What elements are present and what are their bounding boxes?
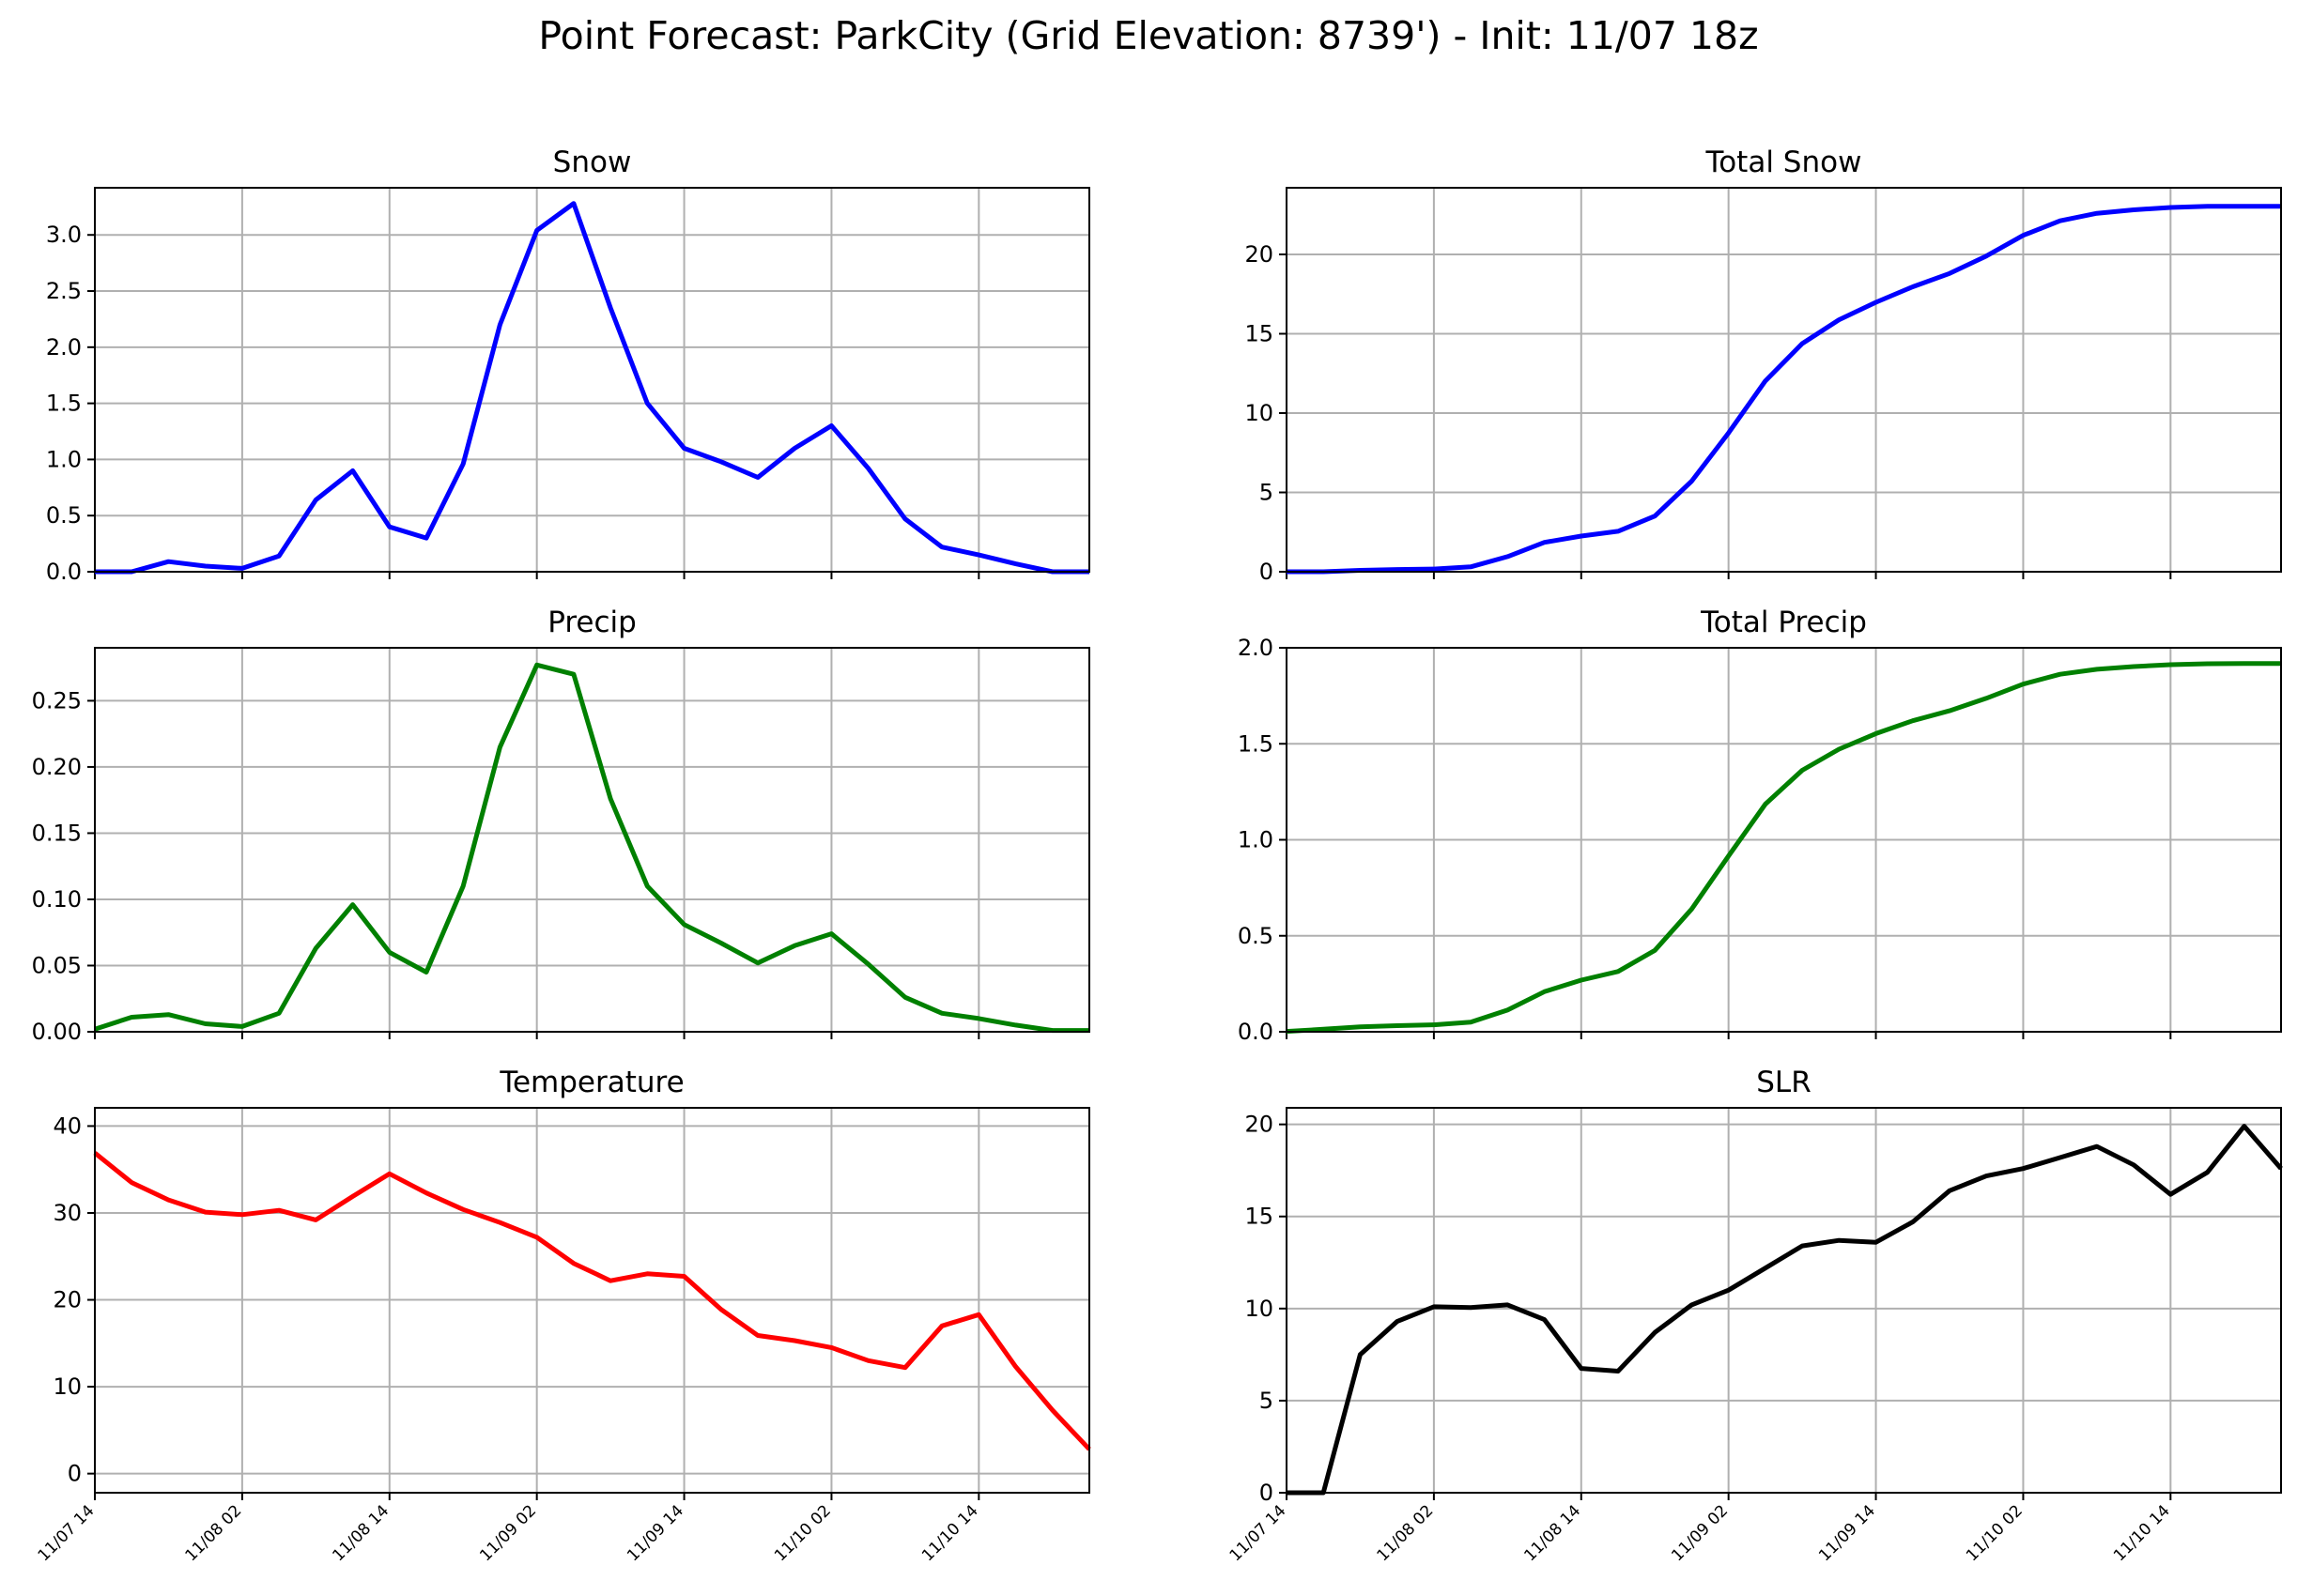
- slr-title: SLR: [1756, 1066, 1811, 1099]
- x-tick-label: 11/08 14: [1520, 1501, 1584, 1565]
- x-tick-label: 11/10 14: [2110, 1501, 2174, 1565]
- y-tick-label: 0.0: [46, 559, 82, 585]
- snow-line: [95, 201, 1089, 575]
- y-tick-label: 3.0: [46, 222, 82, 248]
- y-tick-label: 2.0: [46, 334, 82, 361]
- temperature-panel: 0 10 20 30 40 Temperature 11/07 14 11/08 02 11/0…: [35, 1066, 1091, 1565]
- y-tick-label: 0.5: [1238, 923, 1273, 949]
- y-tick-label: 0.5: [46, 502, 82, 529]
- y-tick-label: 15: [1244, 1204, 1273, 1230]
- precip-title: Precip: [547, 606, 637, 639]
- x-tick-label: 11/09 02: [1668, 1501, 1732, 1565]
- y-tick-label: 1.0: [1238, 827, 1273, 853]
- y-tick-label: 0.15: [32, 820, 82, 846]
- plot-frame: [1286, 1107, 2282, 1494]
- y-tick-label: 1.0: [46, 446, 82, 472]
- plot-frame: [94, 1107, 1090, 1494]
- y-tick-label: 20: [1244, 241, 1273, 268]
- plot-frame: [1286, 647, 2282, 1033]
- y-tick-label: 0.00: [32, 1019, 82, 1045]
- y-tick-label: 0: [1259, 1480, 1273, 1506]
- x-tick-label: 11/08 02: [1374, 1501, 1438, 1565]
- total-precip-panel: 0.0 0.5 1.0 1.5 2.0 Total Precip: [1238, 606, 2282, 1045]
- total-snow-panel: 0 5 10 15 20 Total Snow: [1244, 146, 2282, 585]
- precip-panel: 0.00 0.05 0.10 0.15 0.20 0.25 Precip: [32, 606, 1090, 1045]
- x-tick-label: 11/08 02: [182, 1501, 246, 1565]
- y-tick-label: 1.5: [46, 391, 82, 417]
- y-tick-label: 15: [1244, 320, 1273, 346]
- figure-title: Point Forecast: ParkCity (Grid Elevation…: [538, 13, 1758, 58]
- x-tick-label: 11/09 14: [624, 1501, 687, 1565]
- y-tick-label: 30: [53, 1200, 82, 1226]
- y-tick-label: 0: [1259, 559, 1273, 585]
- y-tick-label: 0: [68, 1461, 82, 1487]
- x-tick-label: 11/09 02: [476, 1501, 540, 1565]
- total-precip-line: [1286, 661, 2281, 1035]
- x-tick-label: 11/10 02: [771, 1501, 835, 1565]
- y-tick-label: 40: [53, 1113, 82, 1139]
- y-tick-label: 0.20: [32, 754, 82, 780]
- y-tick-label: 0.25: [32, 687, 82, 714]
- y-tick-label: 5: [1259, 479, 1273, 505]
- x-tick-label: 11/07 14: [1226, 1501, 1290, 1565]
- x-tick-label: 11/09 14: [1815, 1501, 1879, 1565]
- y-tick-label: 1.5: [1238, 730, 1273, 757]
- y-tick-label: 2.0: [1238, 635, 1273, 661]
- y-tick-label: 20: [1244, 1112, 1273, 1138]
- total-snow-title: Total Snow: [1705, 146, 1862, 179]
- plot-frame: [94, 647, 1090, 1033]
- slr-line: [1287, 1124, 2283, 1496]
- y-tick-label: 0.05: [32, 952, 82, 978]
- plot-frame: [1286, 187, 2282, 573]
- y-tick-label: 0.0: [1238, 1019, 1273, 1045]
- y-tick-label: 10: [1244, 1296, 1273, 1322]
- temperature-title: Temperature: [499, 1066, 684, 1099]
- temperature-line: [93, 1151, 1091, 1451]
- y-tick-label: 10: [53, 1373, 82, 1400]
- x-tick-label: 11/10 02: [1963, 1501, 2027, 1565]
- x-tick-label: 11/10 14: [918, 1501, 982, 1565]
- y-tick-label: 2.5: [46, 278, 82, 304]
- slr-panel: 0 5 10 15 20 SLR 11/07 14 11/08 02 11/08 14 11/09…: [1226, 1066, 2283, 1565]
- total-precip-title: Total Precip: [1700, 606, 1867, 639]
- plot-frame: [94, 187, 1090, 573]
- snow-panel: 0.0 0.5 1.0 1.5 2.0 2.5 3.0 Snow: [46, 146, 1090, 585]
- y-tick-label: 10: [1244, 400, 1273, 426]
- y-tick-label: 0.10: [32, 886, 82, 913]
- x-tick-label: 11/07 14: [35, 1501, 99, 1565]
- snow-title: Snow: [553, 146, 632, 179]
- total-snow-line: [1287, 204, 2281, 575]
- y-tick-label: 5: [1259, 1388, 1273, 1414]
- precip-line: [94, 662, 1089, 1034]
- x-tick-label: 11/08 14: [329, 1501, 393, 1565]
- y-tick-label: 20: [53, 1287, 82, 1313]
